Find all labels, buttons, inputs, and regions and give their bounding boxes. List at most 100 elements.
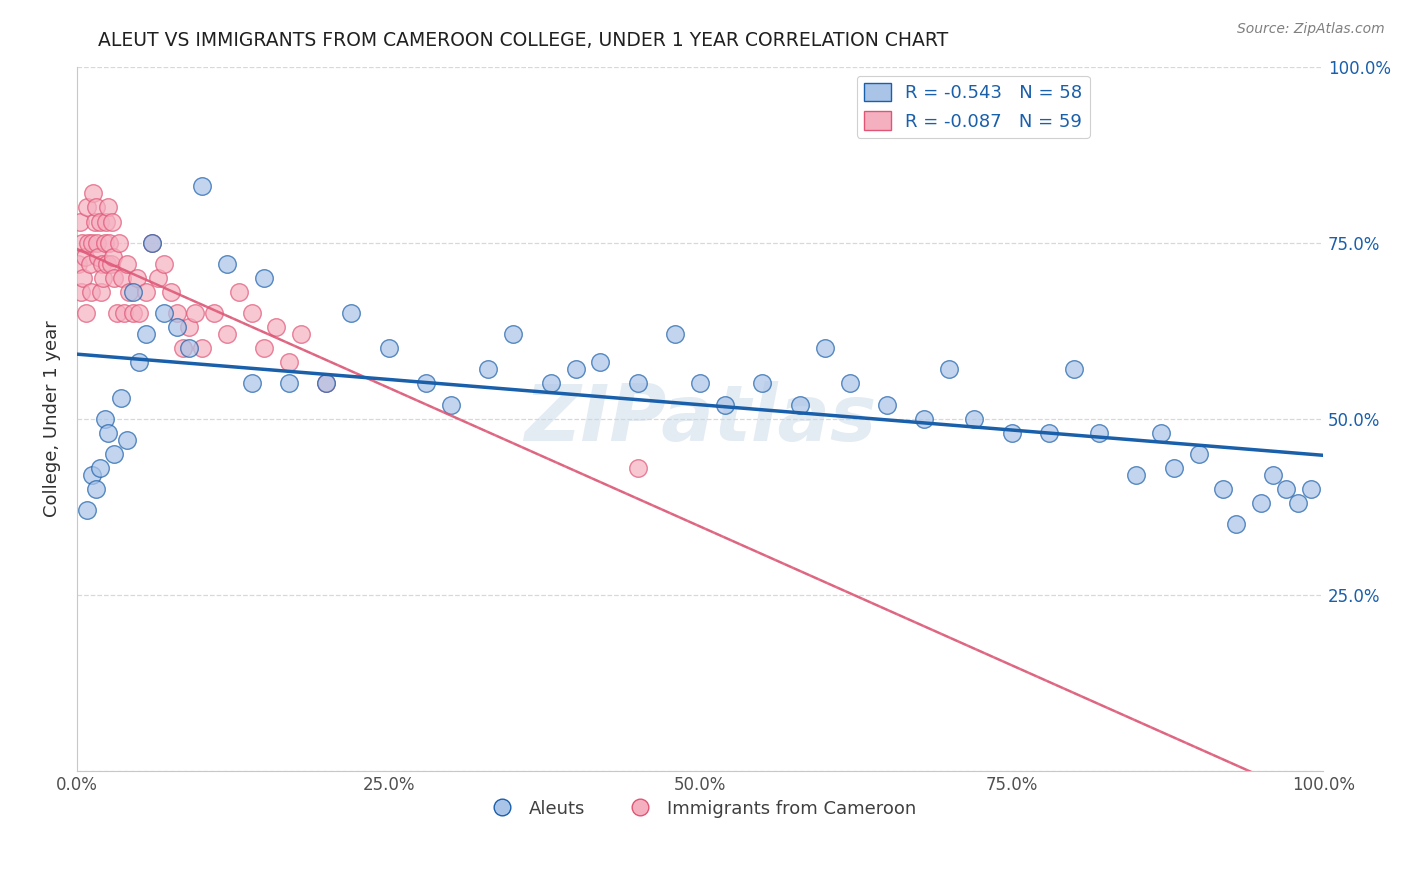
Point [70,235,93,250]
Point [277,376,299,391]
Point [202,306,225,320]
Text: ZIPatlas: ZIPatlas [524,381,876,457]
Point [115,433,138,447]
Point [146,270,169,285]
Point [190,179,212,194]
Point [1063,362,1085,376]
Point [789,398,811,412]
Point [938,362,960,376]
Point [1187,447,1209,461]
Point [105,306,128,320]
Point [215,327,238,342]
Point [141,235,163,250]
Point [315,376,337,391]
Text: Source: ZipAtlas.com: Source: ZipAtlas.com [1237,22,1385,37]
Point [277,355,299,369]
Point [253,270,276,285]
Point [89,214,111,228]
Point [94,214,117,228]
Point [1163,461,1185,475]
Point [1250,496,1272,510]
Point [477,362,499,376]
Point [83,214,105,228]
Point [90,285,112,299]
Point [502,327,524,342]
Point [266,320,288,334]
Point [153,257,176,271]
Point [80,467,103,482]
Point [115,257,138,271]
Point [1088,425,1111,440]
Point [93,235,115,250]
Point [1125,467,1147,482]
Point [290,327,312,342]
Point [589,355,612,369]
Point [689,376,711,391]
Point [240,306,263,320]
Point [1274,482,1296,496]
Point [1001,425,1024,440]
Point [172,341,194,355]
Point [159,285,181,299]
Point [166,320,188,334]
Point [91,270,114,285]
Point [253,341,276,355]
Point [240,376,263,391]
Point [184,306,207,320]
Point [79,257,101,271]
Point [751,376,773,391]
Point [87,250,110,264]
Point [80,235,103,250]
Point [340,306,363,320]
Point [135,327,157,342]
Point [1225,517,1247,532]
Point [315,376,337,391]
Point [377,341,399,355]
Point [664,327,686,342]
Point [84,201,107,215]
Point [1299,482,1322,496]
Point [1286,496,1309,510]
Point [69,285,91,299]
Point [111,270,134,285]
Point [215,257,238,271]
Point [128,306,150,320]
Point [1263,467,1285,482]
Point [96,257,118,271]
Point [125,270,148,285]
Point [103,250,125,264]
Point [540,376,562,391]
Point [76,503,98,517]
Point [69,214,91,228]
Point [108,235,131,250]
Point [814,341,837,355]
Point [228,285,250,299]
Point [876,398,898,412]
Point [101,214,124,228]
Point [103,270,125,285]
Point [1038,425,1060,440]
Point [179,341,201,355]
Point [122,285,145,299]
Point [118,285,141,299]
Point [100,257,122,271]
Point [84,482,107,496]
Point [72,270,94,285]
Point [80,285,103,299]
Point [89,461,111,475]
Point [98,235,121,250]
Point [963,411,986,425]
Point [166,306,188,320]
Point [93,411,115,425]
Point [190,341,212,355]
Point [714,398,737,412]
Point [91,257,114,271]
Point [86,235,108,250]
Point [415,376,437,391]
Point [97,201,120,215]
Legend: Aleuts, Immigrants from Cameroon: Aleuts, Immigrants from Cameroon [477,793,924,825]
Point [912,411,935,425]
Point [440,398,463,412]
Point [67,257,90,271]
Point [141,235,163,250]
